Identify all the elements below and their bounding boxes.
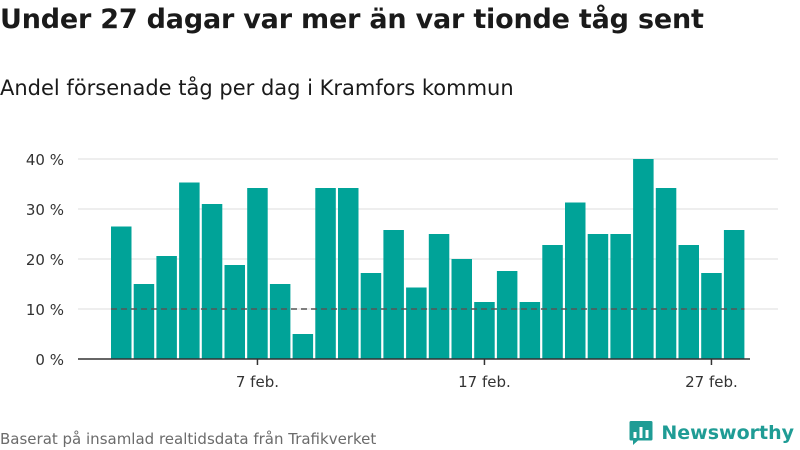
- x-tick-label: 17 feb.: [458, 373, 511, 391]
- y-tick-label: 40 %: [26, 151, 64, 169]
- bar: [428, 234, 450, 359]
- bar: [360, 273, 382, 359]
- brand-logo: Newsworthy: [629, 420, 794, 446]
- bar: [474, 302, 495, 359]
- bar: [723, 230, 745, 359]
- bar: [519, 302, 541, 359]
- bar: [565, 202, 586, 359]
- bar: [678, 245, 699, 359]
- bar: [633, 159, 654, 359]
- bar-chart-speech-bubble-icon: [629, 421, 653, 445]
- y-tick-label: 0 %: [35, 351, 64, 369]
- bar: [315, 188, 336, 359]
- bar: [179, 182, 200, 359]
- x-tick-label: 7 feb.: [236, 373, 279, 391]
- x-tick-label: 27 feb.: [685, 373, 738, 391]
- bar: [111, 226, 132, 359]
- chart-subtitle: Andel försenade tåg per dag i Kramfors k…: [0, 76, 514, 100]
- source-note: Baserat på insamlad realtidsdata från Tr…: [0, 430, 377, 448]
- bar: [201, 204, 223, 359]
- bar: [156, 256, 177, 359]
- chart-title: Under 27 dagar var mer än var tionde tåg…: [0, 4, 704, 35]
- y-tick-label: 30 %: [26, 201, 64, 219]
- bar: [269, 284, 291, 359]
- y-tick-label: 10 %: [26, 301, 64, 319]
- y-tick-label: 20 %: [26, 251, 64, 269]
- bar-chart: 0 % 10 % 20 % 30 % 40 % 7 feb. 17 feb. 27 feb.: [26, 151, 778, 391]
- brand-name: Newsworthy: [661, 422, 794, 444]
- bar: [383, 230, 404, 359]
- bar: [587, 234, 609, 359]
- bar: [655, 188, 677, 359]
- bar: [701, 273, 722, 359]
- bar: [610, 234, 631, 359]
- bar: [133, 284, 155, 359]
- bar: [292, 334, 314, 359]
- bar: [496, 271, 518, 359]
- bar: [406, 287, 427, 359]
- bar: [338, 188, 359, 359]
- bar: [542, 245, 563, 359]
- bar: [247, 188, 268, 359]
- bar: [224, 265, 245, 359]
